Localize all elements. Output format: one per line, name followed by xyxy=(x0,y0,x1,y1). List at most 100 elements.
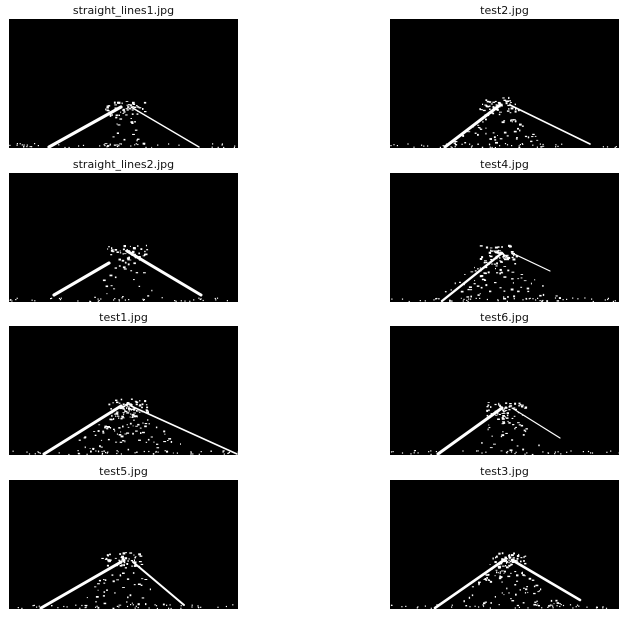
edge-pixel xyxy=(110,285,113,287)
edge-pixel xyxy=(106,109,109,112)
edge-pixel xyxy=(520,424,524,427)
edge-pixel xyxy=(125,114,128,116)
edge-pixel xyxy=(590,452,592,454)
edge-pixel xyxy=(502,415,505,417)
edge-pixel xyxy=(119,250,121,252)
edge-pixel xyxy=(424,300,426,302)
edge-pixel xyxy=(118,299,120,301)
edge-pixel xyxy=(109,274,113,277)
edge-pixel xyxy=(438,453,440,455)
edge-pixel xyxy=(184,300,186,302)
edge-pixel xyxy=(15,299,17,301)
edge-pixel xyxy=(146,406,149,409)
binary-lane-image xyxy=(390,326,619,455)
edge-pixel xyxy=(450,146,452,148)
edge-pixel xyxy=(134,564,136,566)
lane-line xyxy=(443,103,502,148)
edge-pixel xyxy=(501,592,503,594)
edge-pixel xyxy=(101,450,103,453)
edge-pixel xyxy=(495,556,497,559)
edge-pixel xyxy=(497,251,499,254)
edge-pixel xyxy=(112,418,115,420)
edge-pixel xyxy=(135,143,137,145)
edge-pixel xyxy=(495,108,499,110)
edge-pixel xyxy=(487,402,490,403)
edge-pixel xyxy=(496,109,499,111)
edge-pixel xyxy=(124,299,126,301)
edge-pixel xyxy=(193,299,195,301)
edge-pixel xyxy=(130,118,132,119)
edge-pixel xyxy=(509,405,513,407)
edge-pixel xyxy=(131,109,134,111)
edge-pixel xyxy=(499,257,501,259)
edge-pixel xyxy=(495,256,498,259)
edge-pixel xyxy=(517,290,520,293)
edge-pixel xyxy=(107,248,109,250)
edge-pixel xyxy=(484,279,487,281)
edge-pixel xyxy=(479,258,483,260)
edge-pixel xyxy=(117,101,121,104)
edge-pixel xyxy=(542,143,544,146)
edge-pixel xyxy=(503,411,505,413)
edge-pixel xyxy=(113,101,116,104)
edge-pixel xyxy=(532,133,535,135)
edge-pixel xyxy=(515,593,517,596)
edge-pixel xyxy=(109,427,112,429)
edge-pixel xyxy=(495,141,498,144)
edge-pixel xyxy=(524,592,527,594)
edge-pixel xyxy=(117,451,119,453)
lane-line xyxy=(52,261,111,297)
edge-pixel xyxy=(522,602,525,604)
edge-pixel xyxy=(453,142,456,144)
edge-pixel xyxy=(222,451,224,453)
edge-pixel xyxy=(122,408,125,410)
edge-pixel xyxy=(504,407,508,409)
edge-pixel xyxy=(129,594,132,597)
edge-pixel xyxy=(148,450,150,453)
edge-pixel xyxy=(451,300,453,302)
edge-pixel xyxy=(78,439,81,441)
edge-pixel xyxy=(104,426,106,428)
edge-pixel xyxy=(514,571,517,573)
edge-pixel xyxy=(477,133,479,136)
edge-pixel xyxy=(413,146,415,148)
edge-pixel xyxy=(417,606,419,608)
edge-pixel xyxy=(477,450,479,452)
edge-pixel xyxy=(95,606,97,608)
edge-pixel xyxy=(460,290,464,293)
edge-pixel xyxy=(114,144,116,146)
edge-pixel xyxy=(584,297,586,299)
edge-pixel xyxy=(493,251,496,253)
edge-pixel xyxy=(134,400,137,402)
edge-pixel xyxy=(524,135,528,138)
edge-pixel xyxy=(147,438,150,441)
edge-pixel xyxy=(491,146,493,148)
edge-pixel xyxy=(479,293,481,295)
edge-pixel xyxy=(107,451,109,453)
edge-pixel xyxy=(121,558,124,561)
edge-pixel xyxy=(534,135,537,137)
edge-pixel xyxy=(127,426,130,428)
edge-pixel xyxy=(520,286,523,288)
edge-pixel xyxy=(515,138,518,140)
edge-pixel xyxy=(135,401,139,403)
edge-pixel xyxy=(118,300,120,302)
edge-pixel xyxy=(123,253,127,255)
edge-pixel xyxy=(514,120,517,123)
edge-pixel xyxy=(511,271,515,273)
edge-pixel xyxy=(435,451,437,453)
edge-pixel xyxy=(526,298,528,300)
edge-pixel xyxy=(508,559,511,561)
edge-pixel xyxy=(430,607,432,609)
edge-pixel xyxy=(470,146,473,148)
edge-pixel xyxy=(514,560,516,563)
edge-pixel xyxy=(487,404,490,406)
edge-pixel xyxy=(520,557,523,559)
edge-pixel xyxy=(132,101,135,104)
edge-pixel xyxy=(488,427,491,429)
edge-pixel xyxy=(582,451,584,453)
edge-pixel xyxy=(118,258,121,261)
edge-pixel xyxy=(517,604,519,607)
edge-pixel xyxy=(97,450,100,453)
edge-pixel xyxy=(484,260,487,262)
